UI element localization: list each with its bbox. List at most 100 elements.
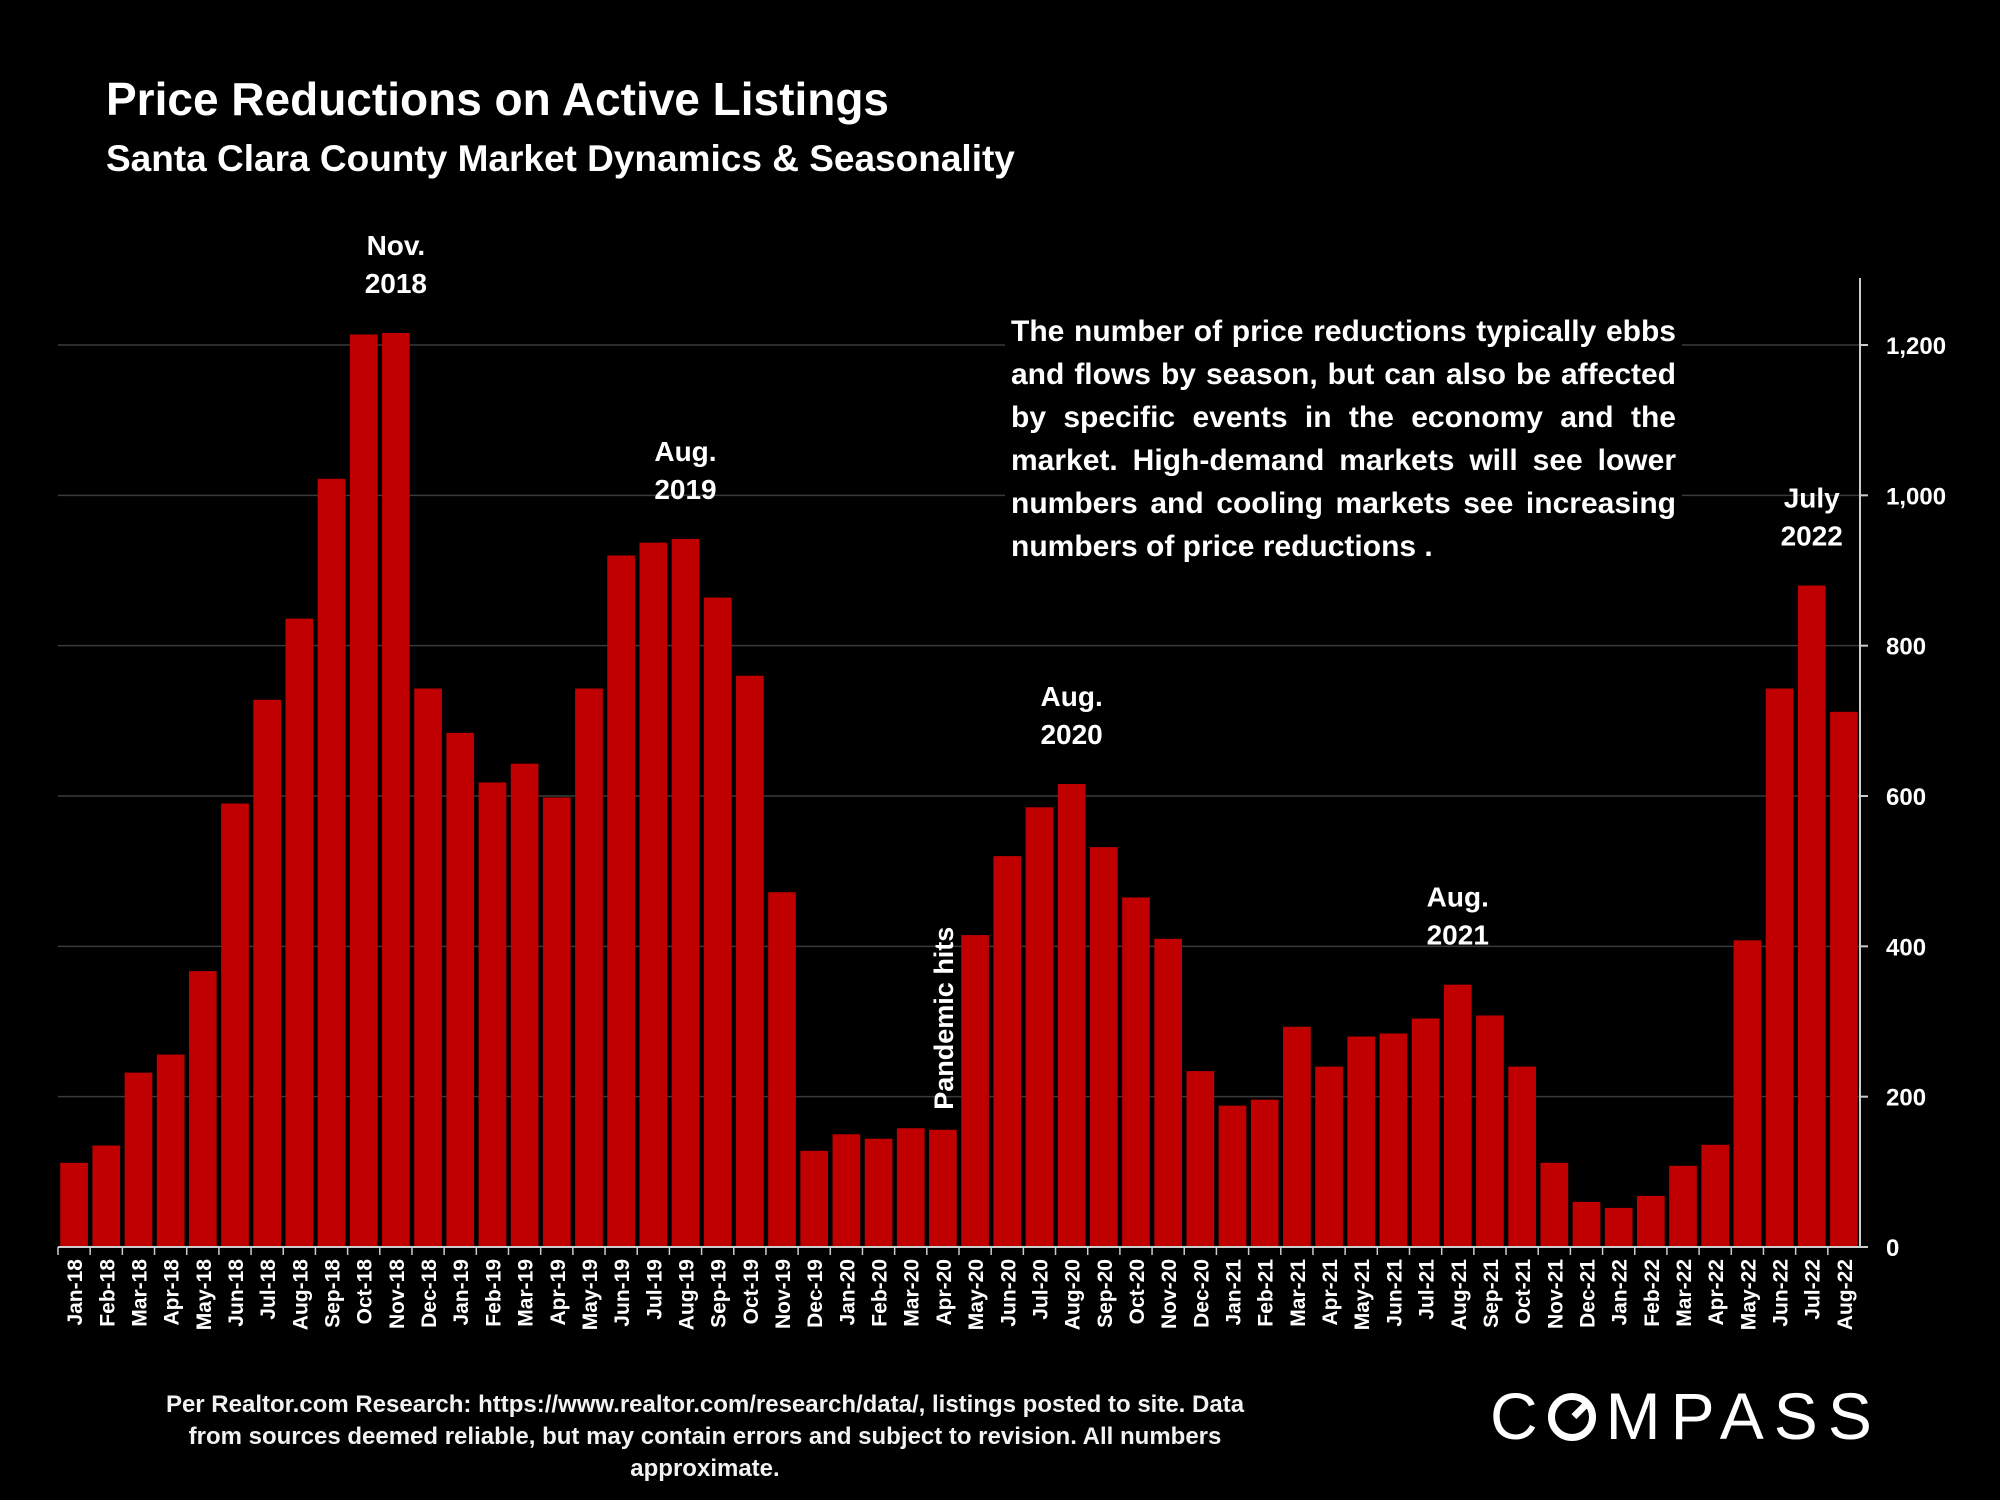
x-tick-label: Apr-19 <box>547 1259 570 1326</box>
x-tick-label: Nov-18 <box>386 1259 409 1329</box>
bar-Jun-22 <box>1765 688 1794 1247</box>
bar-Jun-21 <box>1379 1033 1408 1247</box>
bar-Sep-18 <box>317 478 346 1248</box>
x-tick-label: Jan-19 <box>450 1259 473 1326</box>
x-tick-label: Oct-19 <box>740 1259 763 1324</box>
x-tick-label: Jun-18 <box>225 1259 248 1327</box>
x-tick-label: Sep-20 <box>1094 1259 1117 1328</box>
bar-Nov-18 <box>382 332 410 1247</box>
bar-Apr-22 <box>1701 1144 1730 1247</box>
bar-Mar-22 <box>1669 1165 1697 1247</box>
y-tick-label: 800 <box>1886 634 1926 661</box>
x-tick-label: Mar-18 <box>128 1259 151 1327</box>
bar-Jan-19 <box>446 732 475 1247</box>
bar-Feb-22 <box>1637 1195 1665 1247</box>
y-tick-label: 600 <box>1886 784 1926 811</box>
bar-Oct-18 <box>349 334 378 1247</box>
x-tick-label: Mar-21 <box>1287 1259 1310 1327</box>
bar-Sep-20 <box>1089 847 1118 1247</box>
x-tick-label: Jun-21 <box>1383 1259 1406 1327</box>
bar-Jul-18 <box>253 699 281 1247</box>
x-tick-label: Jul-22 <box>1802 1259 1825 1320</box>
x-tick-label: Oct-21 <box>1512 1259 1535 1325</box>
bar-Jan-20 <box>832 1134 861 1247</box>
x-tick-label: May-19 <box>579 1259 602 1330</box>
bar-Jul-20 <box>1025 807 1054 1247</box>
x-tick-label: Apr-21 <box>1319 1259 1342 1326</box>
y-tick-label: 400 <box>1886 934 1926 961</box>
bar-Dec-21 <box>1572 1201 1601 1247</box>
x-tick-label: Feb-21 <box>1255 1259 1278 1327</box>
x-tick-label: Jun-19 <box>611 1259 634 1327</box>
x-tick-label: Jul-19 <box>643 1259 666 1320</box>
x-tick-label: Aug-19 <box>675 1259 698 1330</box>
x-tick-label: Feb-19 <box>482 1259 505 1327</box>
bar-May-20 <box>961 935 989 1247</box>
peak-label: Aug. <box>1427 882 1489 913</box>
x-tick-label: Dec-19 <box>804 1259 827 1328</box>
peak-annotations: Nov. 2018 Aug. 2019 Aug. 2020 Aug. 2021 July 2022… <box>365 230 1843 1110</box>
peak-label: 2018 <box>365 268 427 299</box>
bar-Jan-18 <box>60 1162 88 1247</box>
x-tick-label: Mar-20 <box>901 1259 924 1327</box>
bar-Oct-21 <box>1508 1066 1536 1247</box>
x-tick-label: Jul-21 <box>1416 1259 1439 1320</box>
x-tick-label: Aug-21 <box>1448 1259 1471 1330</box>
bar-Nov-20 <box>1154 938 1182 1247</box>
x-tick-label: Apr-18 <box>161 1259 184 1326</box>
compass-logo: C MPASS <box>1490 1378 1882 1454</box>
x-tick-label: Nov-20 <box>1158 1259 1181 1329</box>
x-tick-label: Nov-21 <box>1544 1259 1567 1329</box>
x-tick-label: Jun-22 <box>1770 1259 1793 1327</box>
peak-label: 2020 <box>1040 719 1102 750</box>
bar-Mar-19 <box>510 763 539 1247</box>
y-tick-labels: 0 200 400 600 800 1,000 1,200 <box>1886 333 1946 1262</box>
bar-Aug-19 <box>671 538 700 1247</box>
bar-Apr-21 <box>1315 1066 1343 1247</box>
x-tick-label: Jul-18 <box>257 1259 280 1320</box>
bar-Nov-21 <box>1540 1162 1569 1247</box>
bar-Jan-21 <box>1218 1105 1247 1247</box>
x-tick-label: Feb-22 <box>1641 1259 1664 1327</box>
bar-May-22 <box>1733 940 1762 1247</box>
peak-label: Aug. <box>654 436 716 467</box>
bar-Mar-20 <box>896 1128 925 1247</box>
x-tick-label: Sep-18 <box>322 1259 345 1328</box>
x-tick-label: Jan-22 <box>1609 1259 1632 1326</box>
x-tick-label: Feb-18 <box>96 1259 119 1327</box>
bar-Aug-21 <box>1443 984 1472 1247</box>
bar-Jul-22 <box>1797 585 1826 1247</box>
x-tick-label: Sep-19 <box>708 1259 731 1328</box>
bar-Aug-20 <box>1057 783 1086 1247</box>
bar-Feb-21 <box>1250 1099 1279 1247</box>
x-tick-label: Jan-20 <box>836 1259 859 1326</box>
x-tick-label: Oct-20 <box>1126 1259 1149 1324</box>
bar-Mar-21 <box>1283 1026 1311 1247</box>
y-tick-label: 1,000 <box>1886 483 1946 510</box>
peak-label: 2022 <box>1781 521 1843 552</box>
x-tick-label: Dec-20 <box>1190 1259 1213 1328</box>
bar-May-18 <box>188 971 217 1247</box>
bar-Jun-20 <box>993 856 1022 1247</box>
bar-Aug-22 <box>1830 711 1858 1247</box>
x-tick-label: Sep-21 <box>1480 1259 1503 1328</box>
bar-Oct-20 <box>1122 897 1150 1247</box>
x-tick-label: Jan-18 <box>64 1259 87 1326</box>
axes <box>57 278 1868 1255</box>
bar-Apr-18 <box>156 1054 185 1247</box>
y-tick-label: 0 <box>1886 1235 1899 1262</box>
x-tick-label: Oct-18 <box>354 1259 377 1325</box>
x-tick-label: Feb-20 <box>869 1259 892 1327</box>
bar-Dec-20 <box>1186 1071 1215 1247</box>
bar-Jan-22 <box>1604 1207 1633 1247</box>
bar-Nov-19 <box>768 892 796 1247</box>
bar-Jul-21 <box>1411 1018 1440 1247</box>
bar-Aug-18 <box>285 618 314 1247</box>
event-label: Pandemic hits <box>929 927 959 1110</box>
compass-o-icon <box>1547 1393 1596 1441</box>
bar-Jul-19 <box>639 542 668 1247</box>
peak-label: Nov. <box>367 230 426 261</box>
bar-Sep-21 <box>1476 1015 1504 1247</box>
bar-Dec-18 <box>414 688 442 1247</box>
